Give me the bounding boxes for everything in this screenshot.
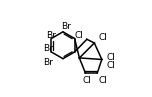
Text: Br: Br bbox=[43, 58, 53, 67]
Text: Br: Br bbox=[47, 31, 56, 40]
Text: Cl: Cl bbox=[106, 53, 115, 62]
Text: Br: Br bbox=[43, 45, 53, 53]
Text: Br: Br bbox=[61, 22, 71, 31]
Text: Cl: Cl bbox=[106, 61, 115, 70]
Text: Cl: Cl bbox=[99, 76, 108, 85]
Text: Cl: Cl bbox=[75, 31, 84, 40]
Text: Cl: Cl bbox=[99, 33, 108, 42]
Text: Cl: Cl bbox=[82, 76, 91, 85]
